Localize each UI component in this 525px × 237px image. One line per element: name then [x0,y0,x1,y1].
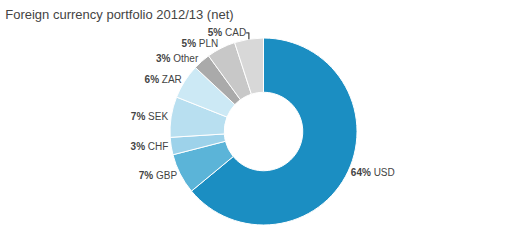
svg-text:64% USD: 64% USD [351,167,395,178]
svg-text:7% GBP: 7% GBP [139,170,178,181]
svg-text:6% ZAR: 6% ZAR [145,74,182,85]
svg-text:3% CHF: 3% CHF [131,141,169,152]
svg-text:Foreign currency portfolio 201: Foreign currency portfolio 2012/13 (net) [5,7,233,22]
svg-text:7% SEK: 7% SEK [131,111,169,122]
svg-text:3% Other: 3% Other [156,53,199,64]
svg-text:5% PLN: 5% PLN [182,38,219,49]
svg-text:5% CAD: 5% CAD [208,27,246,38]
